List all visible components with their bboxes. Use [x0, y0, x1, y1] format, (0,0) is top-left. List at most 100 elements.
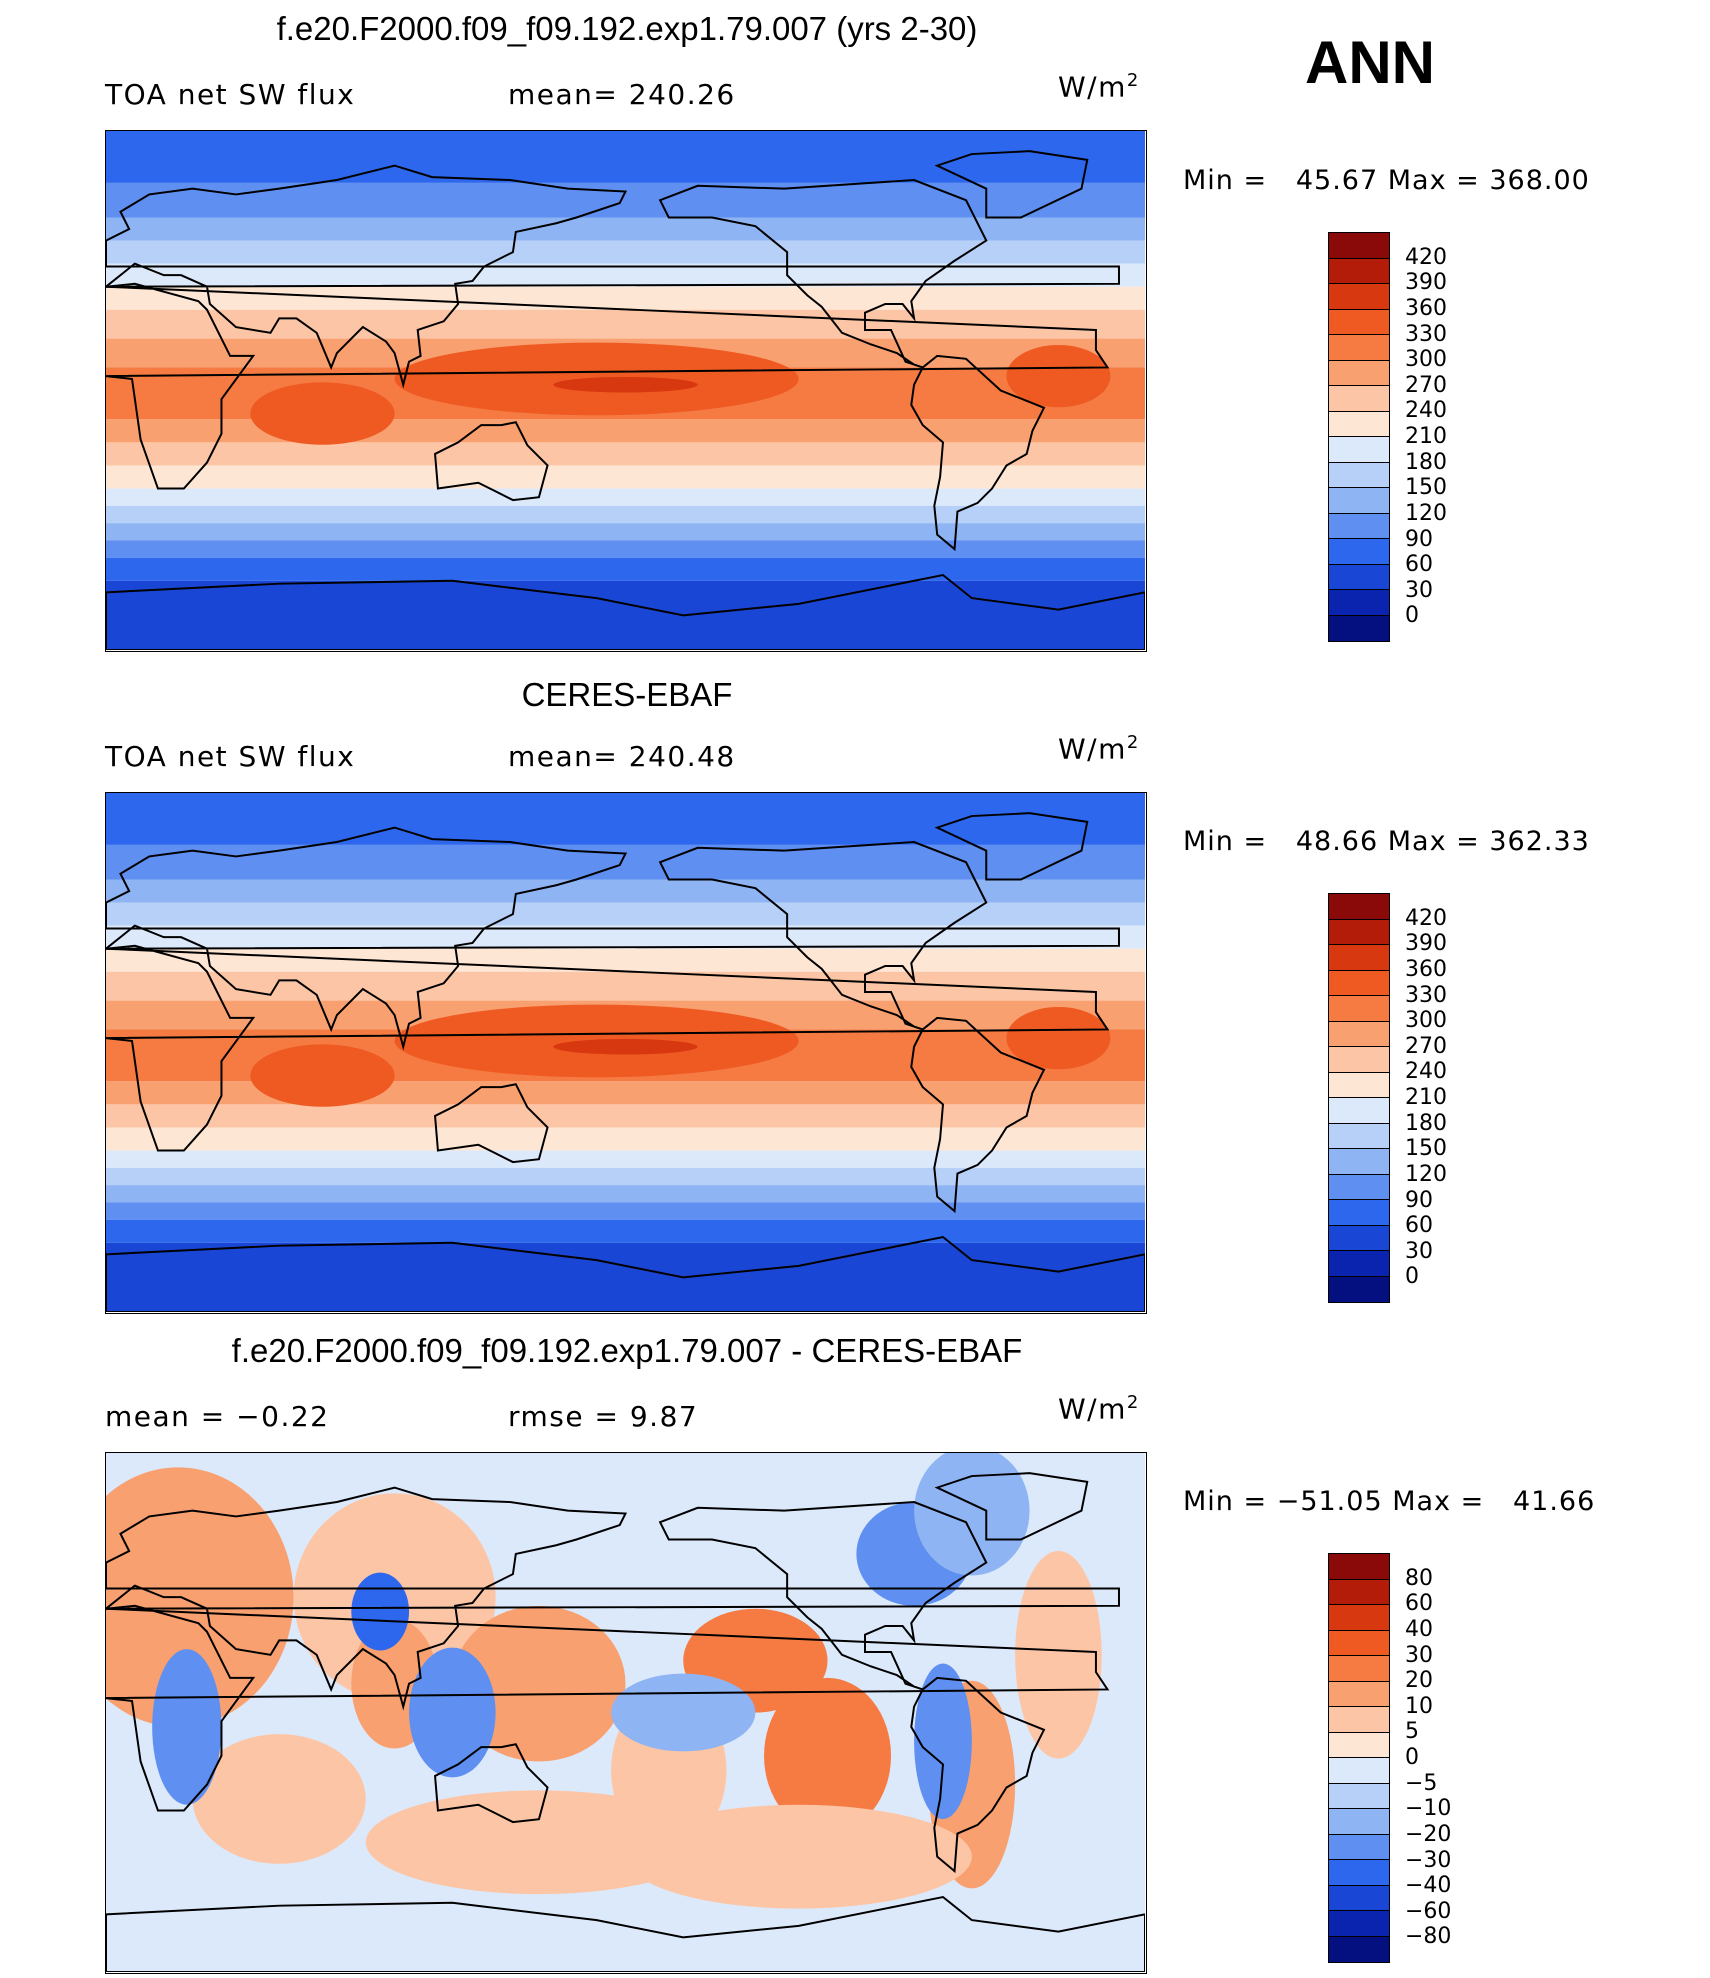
flux-band	[106, 1127, 1145, 1151]
flux-band	[106, 1104, 1145, 1128]
units-text: W/m	[1058, 1392, 1127, 1426]
flux-band	[106, 948, 1145, 972]
indian-ocean-maximum	[250, 1044, 395, 1107]
colorbar-swatch	[1329, 970, 1389, 996]
flux-band	[106, 844, 1145, 880]
pacific-core	[553, 1038, 698, 1055]
panel2-units: W/m2	[1058, 732, 1140, 765]
units-exponent: 2	[1126, 70, 1140, 91]
colorbar-swatch	[1329, 1936, 1389, 1962]
flux-band	[106, 557, 1145, 581]
colorbar-swatch	[1329, 539, 1389, 565]
units-text: W/m	[1058, 732, 1127, 766]
coastline	[106, 826, 1120, 1051]
panel3-mean-label: mean = −0.22	[105, 1400, 330, 1433]
negative-bias-area	[611, 1673, 756, 1752]
colorbar-swatch	[1329, 258, 1389, 284]
coastline	[934, 150, 1089, 219]
coastline	[658, 1501, 988, 1691]
colorbar-tick-label: 80	[1405, 1565, 1433, 1591]
colorbar-swatch	[1329, 564, 1389, 590]
colorbar-tick-label: 330	[1405, 982, 1447, 1008]
panel3-units: W/m2	[1058, 1392, 1140, 1425]
colorbar-swatch	[1329, 1630, 1389, 1656]
colorbar-tick-label: 420	[1405, 244, 1447, 270]
flux-band	[106, 925, 1145, 949]
panel2-colorbar-labels: 420 390 360 330 300 270 240 210 180 150 120 90 60 30 0	[1405, 893, 1485, 1303]
panel3-colorbar-labels: 80 60 40 30 20 10 5 0 −5 −10 −20 −30 −40 −60 −80	[1405, 1553, 1485, 1963]
colorbar-swatch	[1329, 1276, 1389, 1302]
colorbar-swatch	[1329, 1225, 1389, 1251]
colorbar-tick-label: 420	[1405, 905, 1447, 931]
colorbar-swatch	[1329, 1732, 1389, 1758]
colorbar-tick-label: 120	[1405, 500, 1447, 526]
colorbar-tick-label: 240	[1405, 1059, 1447, 1085]
colorbar-tick-label: −60	[1405, 1898, 1452, 1924]
panel2-map	[105, 792, 1147, 1314]
colorbar-tick-label: 150	[1405, 1136, 1447, 1162]
colorbar-swatch	[1329, 1174, 1389, 1200]
coastline	[106, 1486, 1120, 1711]
flux-band	[106, 131, 1145, 183]
flux-band	[106, 442, 1145, 466]
coastline	[106, 944, 1110, 1152]
colorbar-swatch	[1329, 1885, 1389, 1911]
flux-band	[106, 309, 1145, 339]
colorbar-tick-label: 90	[1405, 526, 1433, 552]
antarctic-band	[106, 1914, 1145, 1972]
coastline	[106, 1895, 1145, 1972]
coastline	[934, 812, 1089, 881]
flux-band	[106, 263, 1145, 287]
flux-band	[106, 793, 1145, 845]
flux-band	[106, 1219, 1145, 1243]
negative-bias-area	[914, 1453, 1030, 1576]
colorbar-swatch	[1329, 1834, 1389, 1860]
flux-band	[106, 1202, 1145, 1220]
colorbar-tick-label: −30	[1405, 1847, 1452, 1873]
coastline	[106, 164, 1120, 389]
colorbar-tick-label: −80	[1405, 1924, 1452, 1950]
flux-band	[106, 879, 1145, 903]
flux-band	[106, 505, 1145, 524]
flux-band	[106, 1167, 1145, 1186]
flux-band	[106, 580, 1145, 650]
coastline	[434, 1083, 549, 1164]
flux-band	[106, 902, 1145, 926]
colorbar-tick-label: 300	[1405, 1008, 1447, 1034]
colorbar-swatch	[1329, 1098, 1389, 1124]
colorbar-tick-label: 390	[1405, 931, 1447, 957]
flux-band	[106, 217, 1145, 241]
panel3-rmse-label: rmse = 9.87	[508, 1400, 699, 1433]
colorbar-swatch	[1329, 1809, 1389, 1835]
colorbar-swatch	[1329, 335, 1389, 361]
flux-band	[106, 465, 1145, 489]
atlantic-maximum	[1006, 1006, 1111, 1070]
coastline	[910, 1676, 1046, 1874]
atlantic-maximum	[1006, 344, 1111, 408]
panel3-colorbar	[1328, 1553, 1390, 1963]
colorbar-tick-label: 360	[1405, 295, 1447, 321]
colorbar-swatch	[1329, 1605, 1389, 1631]
colorbar-swatch	[1329, 1047, 1389, 1073]
colorbar-swatch	[1329, 284, 1389, 310]
coastline	[910, 1016, 1046, 1214]
colorbar-tick-label: 330	[1405, 321, 1447, 347]
colorbar-swatch	[1329, 1758, 1389, 1784]
world-map-svg	[106, 1453, 1145, 1972]
colorbar-tick-label: 30	[1405, 1238, 1433, 1264]
panel2-mean-label: mean= 240.48	[508, 740, 736, 773]
flux-band	[106, 971, 1145, 1001]
colorbar-tick-label: −5	[1405, 1770, 1438, 1796]
flux-band	[106, 1242, 1145, 1312]
colorbar-tick-label: 60	[1405, 1591, 1433, 1617]
flux-band	[106, 488, 1145, 506]
colorbar-tick-label: 120	[1405, 1161, 1447, 1187]
panel3-title: f.e20.F2000.f09_f09.192.exp1.79.007 - CE…	[231, 1332, 1023, 1369]
colorbar-swatch	[1329, 1251, 1389, 1277]
flux-band	[106, 1150, 1145, 1168]
colorbar-tick-label: 270	[1405, 372, 1447, 398]
colorbar-tick-label: 180	[1405, 449, 1447, 475]
coastline	[658, 841, 988, 1031]
panel1-map	[105, 130, 1147, 652]
colorbar-tick-label: 0	[1405, 1264, 1419, 1290]
